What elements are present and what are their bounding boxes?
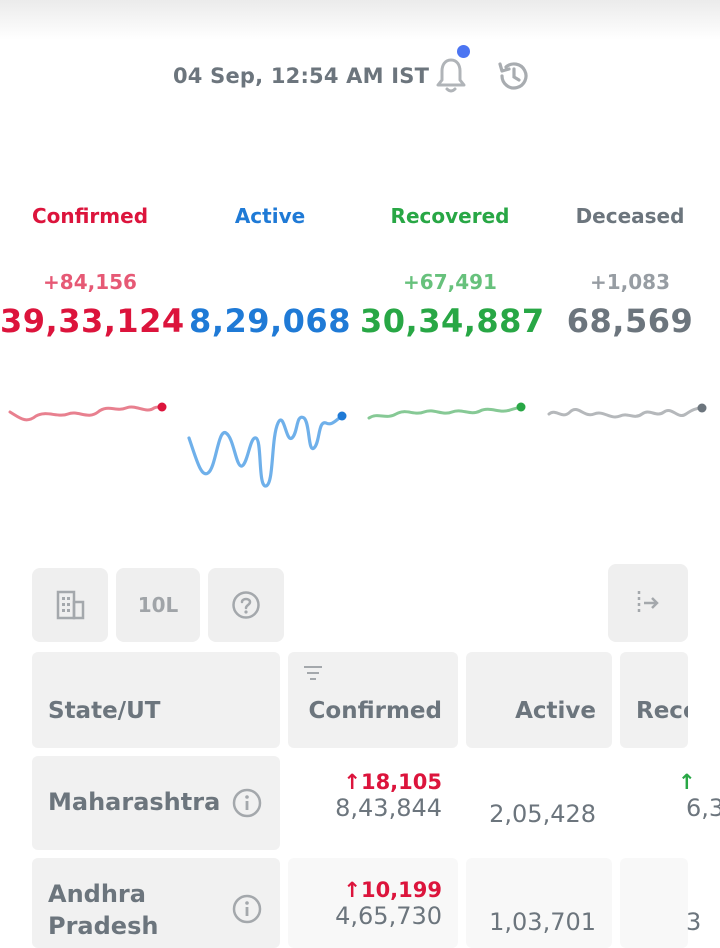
per-10-lakh-toggle[interactable]: 10L	[116, 568, 200, 642]
header: 04 Sep, 12:54 AM IST	[0, 45, 720, 98]
stat-label: Active	[234, 204, 306, 228]
confirmed-cell: ↑10,199 4,65,730	[288, 878, 442, 930]
confirmed-delta: ↑18,105	[343, 770, 442, 794]
top-shade	[0, 0, 720, 40]
column-header-label: Active	[515, 698, 596, 724]
column-header-recovered[interactable]: Recovered	[620, 652, 688, 748]
notification-dot	[457, 45, 470, 58]
active-cell: 1,03,701	[466, 908, 596, 936]
column-header-state[interactable]: State/UT	[32, 652, 280, 748]
stat-deceased[interactable]: Deceased +1,083 68,569	[540, 204, 720, 340]
building-icon	[56, 590, 85, 620]
confirmed-cell: ↑18,105 8,43,844	[288, 770, 442, 822]
active-value: 1,03,701	[489, 908, 596, 936]
stat-total: 30,34,887	[360, 302, 545, 340]
stat-total: 68,569	[566, 302, 694, 340]
bell-icon[interactable]	[434, 45, 470, 96]
column-header-label: Recovered	[636, 698, 688, 724]
stat-label: Recovered	[390, 204, 510, 228]
stat-delta: +67,491	[403, 270, 497, 294]
stat-delta: +1,083	[589, 270, 671, 294]
stat-total: 39,33,124	[0, 302, 185, 340]
column-header-label: Confirmed	[308, 698, 442, 724]
help-icon	[232, 591, 260, 619]
table-row-state-cell[interactable]: Maharashtra	[32, 756, 280, 850]
sparkline-active	[187, 411, 347, 488]
stat-delta: +84,156	[43, 270, 137, 294]
state-name: Andhra Pradesh	[48, 880, 159, 940]
expand-table-button[interactable]	[608, 564, 688, 642]
stat-confirmed[interactable]: Confirmed +84,156 39,33,124	[0, 204, 185, 340]
recovered-cell: 3	[620, 908, 720, 936]
sort-icon	[304, 666, 322, 680]
confirmed-value: 4,65,730	[335, 902, 442, 930]
help-button[interactable]	[208, 568, 284, 642]
info-icon[interactable]	[232, 894, 262, 924]
per-10-lakh-label: 10L	[137, 593, 179, 617]
stat-label: Deceased	[575, 204, 685, 228]
confirmed-value: 8,43,844	[335, 794, 442, 822]
stat-delta	[180, 270, 360, 294]
recovered-cell: ↑ 6,3	[620, 770, 720, 840]
sparkline-deceased	[547, 403, 707, 419]
stat-label: Confirmed	[31, 204, 149, 228]
recovered-value: 6,3	[686, 794, 720, 822]
active-value: 2,05,428	[489, 800, 596, 828]
stat-recovered[interactable]: Recovered +67,491 30,34,887	[360, 204, 545, 340]
column-header-active[interactable]: Active	[466, 652, 612, 748]
column-header-confirmed[interactable]: Confirmed	[288, 652, 458, 748]
recovered-value: 3	[686, 908, 702, 936]
district-toggle-button[interactable]	[32, 568, 108, 642]
sparkline-recovered	[367, 402, 526, 420]
sparkline-confirmed	[8, 402, 167, 422]
state-name: Maharashtra	[48, 788, 221, 816]
table-row-state-cell[interactable]: Andhra Pradesh	[32, 858, 280, 948]
recovered-delta: ↑	[678, 770, 696, 794]
confirmed-delta: ↑10,199	[343, 878, 442, 902]
history-icon[interactable]	[496, 58, 532, 94]
expand-icon	[637, 591, 659, 615]
info-icon[interactable]	[232, 788, 262, 818]
stat-active[interactable]: Active 8,29,068	[180, 204, 360, 340]
active-cell: 2,05,428	[466, 800, 596, 828]
last-updated-timestamp: 04 Sep, 12:54 AM IST	[173, 64, 430, 88]
stat-total: 8,29,068	[189, 302, 351, 340]
column-header-label: State/UT	[48, 698, 161, 724]
